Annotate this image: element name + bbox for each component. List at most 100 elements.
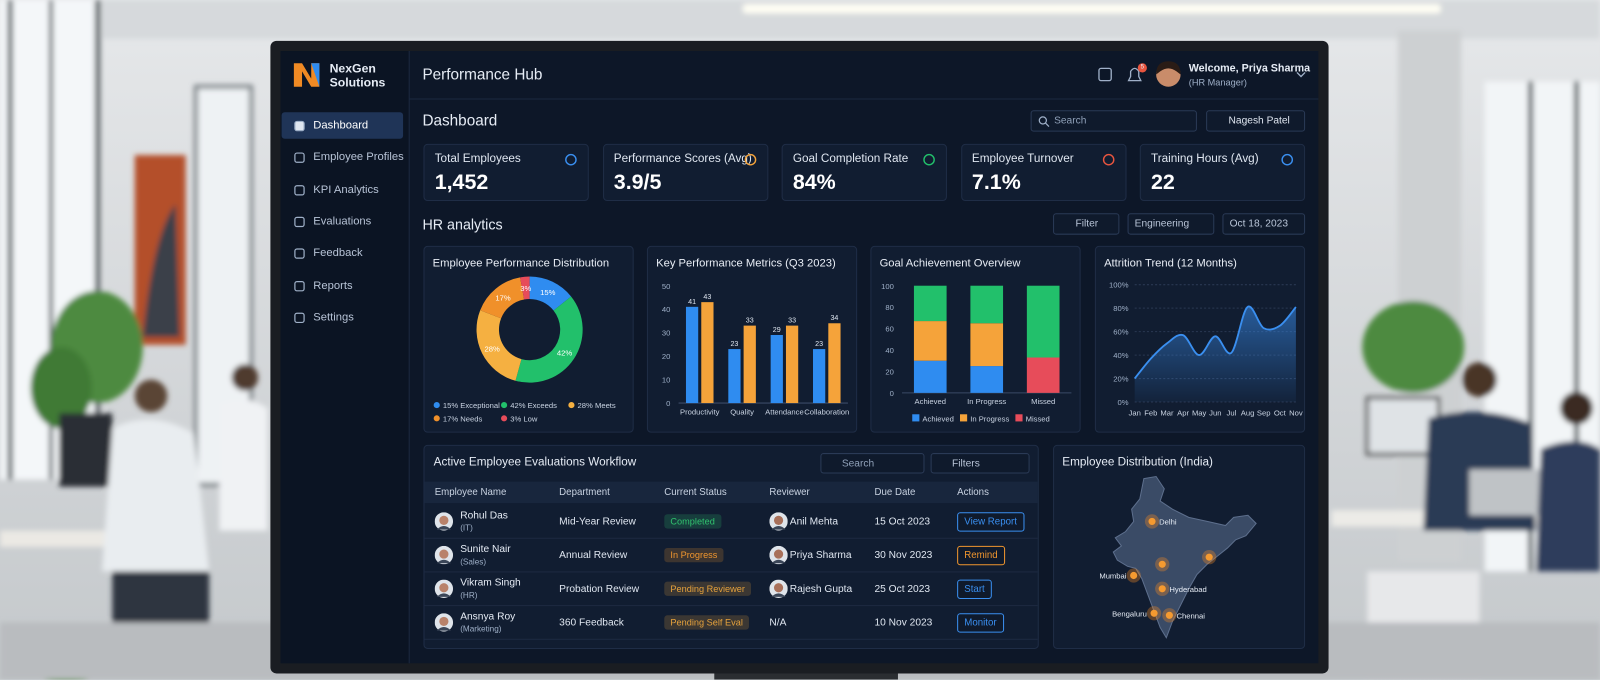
legend-swatch xyxy=(501,415,508,422)
kpi-value: 1,452 xyxy=(434,170,489,194)
avatar xyxy=(434,545,454,565)
pie-slice xyxy=(480,277,525,319)
x-tick-label: Jul xyxy=(1227,408,1237,417)
table-search[interactable]: Search xyxy=(820,453,925,474)
nav-item[interactable]: Employee Profiles xyxy=(282,144,404,171)
chart-panel: Employee Performance Distribution 15% 42% 2… xyxy=(423,245,634,433)
avatar xyxy=(769,579,788,598)
y-tick-label: 80% xyxy=(1113,304,1128,313)
kpi-card: Goal Completion Rate 84% xyxy=(781,143,947,202)
bar xyxy=(701,302,714,404)
action-button[interactable]: Start xyxy=(957,579,992,599)
action-button[interactable]: Remind xyxy=(957,545,1005,566)
chart-panel: Goal Achievement Overview 0 20 40 60 80 100 Ach… xyxy=(870,245,1081,433)
nav-icon-shape xyxy=(294,152,305,164)
page-heading: Dashboard xyxy=(422,112,498,130)
date-select[interactable]: Oct 18, 2023 xyxy=(1222,213,1306,235)
x-tick-label: Productivity xyxy=(680,407,720,416)
nav-label: Settings xyxy=(313,311,354,324)
nav-item[interactable]: Reports xyxy=(282,272,403,299)
search-box[interactable]: Search xyxy=(1030,110,1197,132)
nav-icon xyxy=(294,280,305,291)
slice-label: 17% xyxy=(495,293,510,302)
y-tick-label: 40 xyxy=(885,346,894,355)
nav-icon-shape xyxy=(294,280,305,291)
nav-item[interactable]: Feedback xyxy=(282,240,403,267)
column-header: Department xyxy=(559,486,610,498)
chart-title: Attrition Trend (12 Months) xyxy=(1104,257,1237,269)
action-button[interactable]: View Report xyxy=(957,512,1025,532)
nav-icon-shape xyxy=(294,216,305,228)
legend-label: 42% Exceeds xyxy=(510,401,557,410)
chart: Key Performance Metrics (Q3 2023) 0 10 20 30… xyxy=(656,257,849,416)
avatar-body xyxy=(771,526,786,530)
column-header: Due Date xyxy=(874,486,916,498)
chart-title: Key Performance Metrics (Q3 2023) xyxy=(656,257,836,269)
status-pill: Completed xyxy=(664,514,721,529)
x-tick-label: Sep xyxy=(1257,408,1271,417)
kpi-icon-shape xyxy=(1281,153,1294,166)
nav-icon xyxy=(294,312,305,323)
y-tick-label: 0% xyxy=(1118,398,1129,407)
bar xyxy=(685,306,699,404)
filter-button[interactable]: Filter xyxy=(1053,213,1120,235)
search-placeholder: Search xyxy=(1054,115,1087,127)
nav-label: Evaluations xyxy=(313,215,372,228)
table-filters-text: Filters xyxy=(952,458,980,470)
notification-badge[interactable]: 5 xyxy=(1137,63,1147,73)
kpi-card: Training Hours (Avg) 22 xyxy=(1139,143,1306,202)
nav-item[interactable]: Dashboard xyxy=(281,112,404,139)
nav-item[interactable]: Evaluations xyxy=(282,208,403,235)
y-tick-label: 10 xyxy=(662,376,671,385)
table-title: Active Employee Evaluations Workflow xyxy=(433,456,637,469)
y-tick-label: 100% xyxy=(1109,281,1129,290)
nav-label: Dashboard xyxy=(313,119,369,132)
bar-segment xyxy=(970,285,1004,324)
table-row: Vikram Singh (HR) Probation Review Pending … xyxy=(424,572,1038,607)
x-tick-label: Feb xyxy=(1144,408,1157,417)
chart-panel: Attrition Trend (12 Months) 0% 20% 40% 60% 80… xyxy=(1094,245,1306,433)
bar xyxy=(743,325,756,404)
city-label: Chennai xyxy=(1177,611,1206,620)
bar xyxy=(770,334,783,404)
kpi-value: 3.9/5 xyxy=(613,170,662,194)
y-tick-label: 80 xyxy=(885,303,894,312)
nav-label: KPI Analytics xyxy=(313,183,379,196)
legend-swatch xyxy=(960,414,968,422)
pie-slice xyxy=(515,296,583,383)
avatar-face xyxy=(439,616,449,627)
column-header: Employee Name xyxy=(434,486,507,498)
kpi-icon xyxy=(1102,153,1114,166)
city-dot xyxy=(1165,611,1173,619)
column-header: Reviewer xyxy=(769,486,810,498)
kpi-label: Total Employees xyxy=(434,153,521,166)
nav-icon xyxy=(294,248,305,259)
action-button[interactable]: Monitor xyxy=(957,613,1004,633)
bar-label: 23 xyxy=(815,340,823,348)
nav-icon-shape xyxy=(294,312,305,323)
header-icons xyxy=(1098,61,1306,87)
section-title: HR analytics xyxy=(422,216,503,233)
user-select[interactable]: Nagesh Patel xyxy=(1206,110,1306,132)
x-tick-label: Jun xyxy=(1209,408,1221,417)
nav-item[interactable]: KPI Analytics xyxy=(282,176,403,203)
avatar-body xyxy=(436,559,452,564)
city-dot xyxy=(1205,553,1213,561)
nav-label: Reports xyxy=(313,279,353,292)
column-header: Current Status xyxy=(664,486,727,498)
city-dot xyxy=(1130,571,1138,580)
pie-slice xyxy=(520,276,530,300)
y-tick-label: 60 xyxy=(885,325,894,334)
reviewer: Anil Mehta xyxy=(789,516,839,528)
nav-item[interactable]: Settings xyxy=(282,304,403,331)
table-filters[interactable]: Filters xyxy=(930,453,1030,474)
y-tick-label: 40 xyxy=(662,305,671,314)
status-pill: Pending Self Eval xyxy=(664,615,750,630)
department-select[interactable]: Engineering xyxy=(1127,213,1215,235)
table-row: Sunite Nair (Sales) Annual Review In Progre… xyxy=(424,539,1038,573)
kpi-value: 22 xyxy=(1151,170,1175,194)
slice-label: 42% xyxy=(557,349,572,358)
x-tick-label: May xyxy=(1192,408,1207,417)
